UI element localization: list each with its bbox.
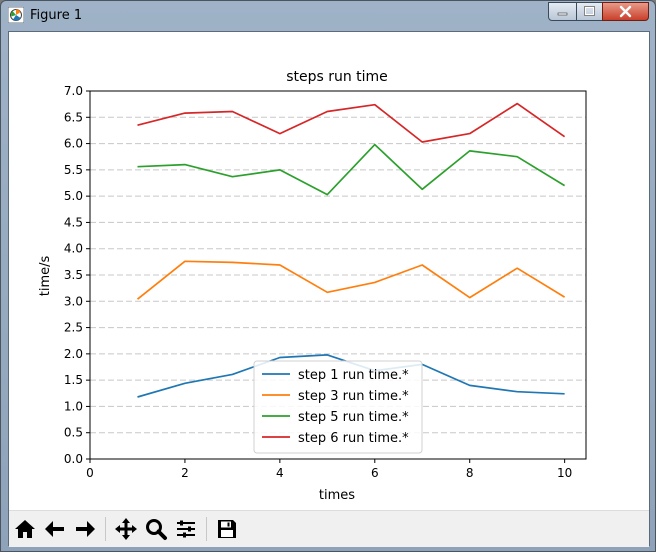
y-tick-label: 2.0 [64,347,83,361]
pan-icon [115,518,137,540]
axes: 0.0 0.5 1.0 1.5 2.0 2.5 3.0 3.5 4.0 4.5 5.0 5.5 6.0 6… [64,84,587,480]
maximize-button[interactable] [576,2,603,21]
series-lines [136,102,566,398]
zoom-button[interactable] [143,516,169,542]
x-tick-label: 10 [557,466,572,480]
series-line [137,102,566,143]
back-button[interactable] [42,516,68,542]
close-button[interactable] [602,2,649,21]
zoom-icon [146,519,167,540]
x-tick-label: 0 [86,466,94,480]
home-button[interactable] [12,516,38,542]
y-tick-label: 1.0 [64,399,83,413]
pan-button[interactable] [113,516,139,542]
forward-button[interactable] [72,516,98,542]
forward-icon [76,521,95,537]
series-line [136,260,566,300]
series-line [137,143,566,196]
toolbar-separator [206,517,207,541]
legend: step 1 run time.* step 3 run time.* step 5… [253,360,423,454]
x-tick-label: 2 [181,466,189,480]
legend-label: step 6 run time.* [298,431,409,446]
matplotlib-icon [8,7,24,23]
figure-canvas: steps run time 0.0 0.5 1.0 1.5 2.0 2.5 3.0 3.5 4… [8,31,650,547]
close-icon [619,5,632,18]
y-tick-label: 7.0 [64,84,83,98]
x-axis-label: times [319,488,355,503]
title-bar[interactable]: Figure 1 [1,1,655,31]
y-tick-label: 5.5 [64,163,83,177]
navigation-toolbar [9,510,649,547]
save-button[interactable] [214,516,240,542]
y-tick-label: 6.5 [64,110,83,124]
toolbar-separator [105,517,106,541]
configure-subplots-icon [177,520,195,538]
maximize-icon [584,6,595,16]
line-chart: steps run time 0.0 0.5 1.0 1.5 2.0 2.5 3.0 3.5 4… [38,69,587,503]
y-tick-label: 1.5 [64,373,83,387]
minimize-button[interactable] [548,2,577,21]
window-title: Figure 1 [30,8,83,23]
y-tick-label: 3.0 [64,294,83,308]
y-tick-label: 2.5 [64,321,83,335]
legend-label: step 1 run time.* [298,368,409,383]
y-tick-label: 0.0 [64,452,83,466]
chart-title: steps run time [286,69,388,85]
x-tick-label: 8 [466,466,474,480]
legend-label: step 5 run time.* [298,410,409,425]
y-tick-label: 3.5 [64,268,83,282]
plot-area[interactable]: steps run time 0.0 0.5 1.0 1.5 2.0 2.5 3.0 3.5 4… [9,32,649,510]
axes-frame [89,90,587,460]
y-tick-label: 4.0 [64,242,83,256]
x-tick-label: 4 [276,466,284,480]
y-tick-label: 5.0 [64,189,83,203]
x-tick-label: 6 [371,466,379,480]
configure-subplots-button[interactable] [173,516,199,542]
y-tick-label: 0.5 [64,426,83,440]
y-tick-label: 6.0 [64,137,83,151]
y-axis-label: time/s [38,256,53,297]
legend-box [253,360,423,454]
home-icon [15,520,35,538]
back-icon [45,521,64,537]
save-icon [218,520,236,538]
y-tick-label: 4.5 [64,215,83,229]
legend-label: step 3 run time.* [298,389,409,404]
minimize-icon [557,12,568,16]
